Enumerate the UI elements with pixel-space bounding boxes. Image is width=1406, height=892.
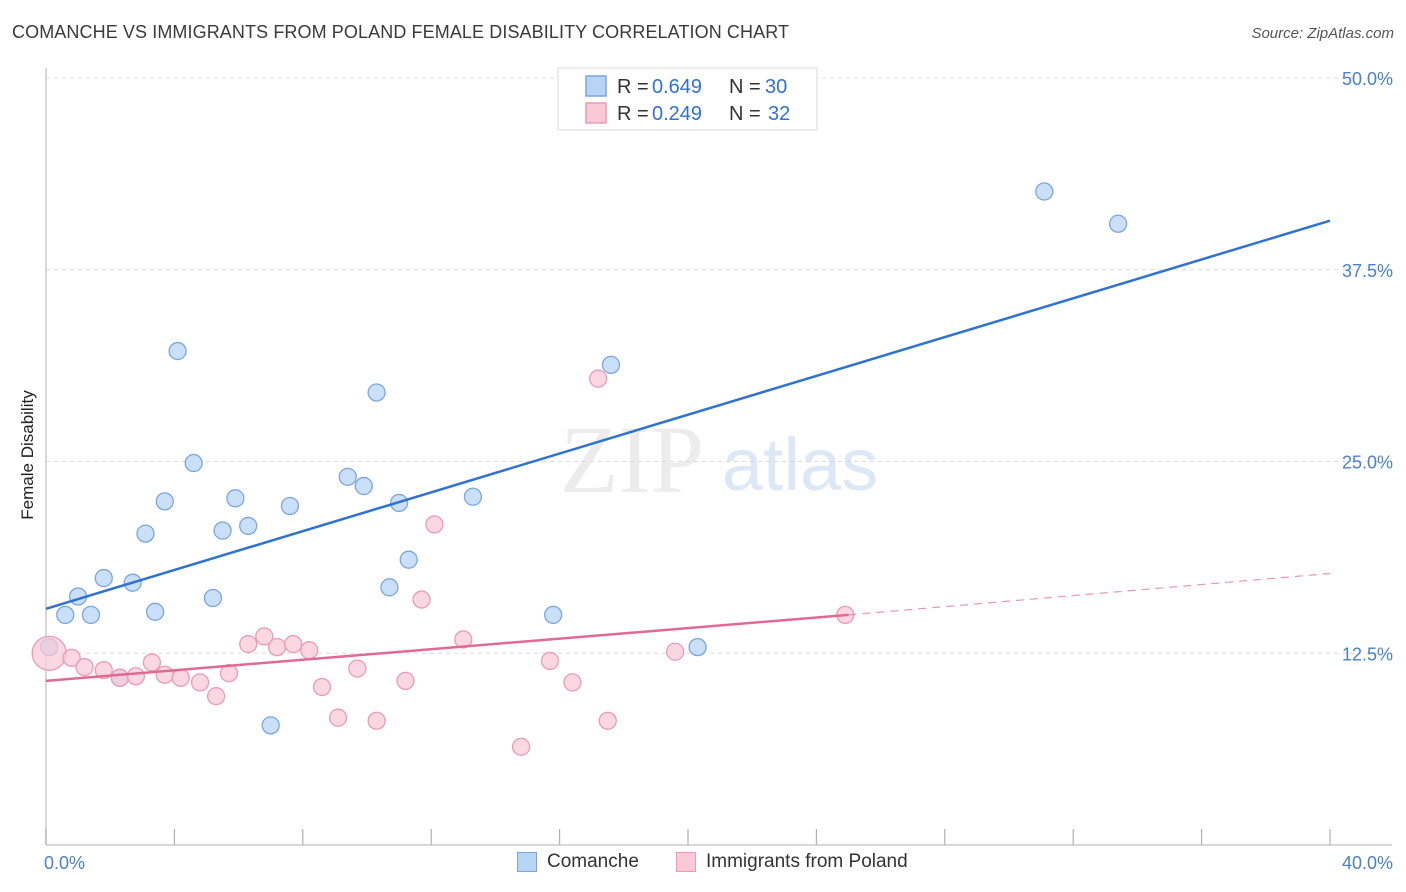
comanche-point-28	[1035, 182, 1054, 201]
comanche-point-13	[213, 521, 232, 540]
y-tick-label-0: 12.5%	[1342, 644, 1393, 664]
comanche-point-29	[1108, 214, 1128, 233]
comanche-trend-line	[45, 219, 1331, 610]
comanche-point-15	[239, 516, 258, 536]
poland-point-5	[126, 667, 146, 686]
y-tick-label-3: 50.0%	[1342, 69, 1393, 89]
bottom-legend-item-comanche: Comanche	[517, 851, 639, 873]
poland-point-1	[62, 648, 81, 668]
bottom-legend-swatch-poland	[676, 852, 696, 872]
poland-point-12	[239, 634, 258, 654]
comanche-point-16	[261, 716, 280, 735]
bottom-legend-item-poland: Immigrants from Poland	[676, 851, 908, 873]
legend-r-value-2: 0.249	[652, 103, 702, 125]
trend-lines	[45, 219, 1331, 683]
legend-n-label-2: N =	[729, 103, 761, 125]
legend-n-value-2: 32	[768, 103, 790, 125]
poland-point-18	[328, 708, 348, 727]
legend-r-label-2: R =	[617, 103, 649, 125]
poland-point-28	[588, 369, 608, 388]
poland-point-9	[190, 673, 210, 692]
comanche-point-27	[688, 637, 707, 657]
bottom-legend-label-poland: Immigrants from Poland	[706, 851, 908, 872]
poland-point-20	[367, 711, 386, 730]
poland-point-26	[540, 651, 560, 671]
poland-point-30	[666, 642, 685, 661]
poland-point-22	[412, 590, 431, 609]
comanche-point-20	[367, 383, 386, 402]
stats-legend: R = 0.649 N = 30 R = 0.249 N = 32	[557, 67, 818, 131]
legend-r-value-1: 0.649	[652, 76, 702, 98]
poland-point-14	[267, 637, 287, 657]
comanche-point-10	[168, 341, 187, 361]
source-label: Source: ZipAtlas.com	[1251, 25, 1394, 42]
poland-point-10	[206, 687, 226, 706]
bottom-legend-swatch-comanche	[517, 852, 537, 872]
comanche-point-19	[354, 476, 373, 496]
poland-point-4	[110, 668, 129, 687]
legend-r-label-1: R =	[617, 76, 649, 98]
bottom-legend-label-comanche: Comanche	[547, 851, 639, 872]
comanche-point-9	[155, 492, 174, 511]
legend-swatch-comanche	[585, 75, 607, 97]
poland-point-2	[75, 657, 94, 677]
comanche-point-26	[601, 355, 621, 375]
comanche-point-12	[203, 588, 223, 608]
x-tick-label-1: 40.0%	[1342, 853, 1393, 873]
legend-n-label-1: N =	[729, 76, 761, 98]
comanche-point-11	[184, 453, 203, 473]
poland-point-24	[454, 630, 473, 649]
poland-point-16	[300, 641, 319, 660]
comanche-point-3	[81, 605, 101, 625]
legend-swatch-poland	[585, 102, 607, 124]
poland-point-3	[94, 660, 113, 680]
axes	[45, 68, 1392, 846]
y-axis-label: Female Disability	[18, 390, 37, 520]
comanche-point-1	[56, 605, 75, 625]
poland-point-15	[284, 634, 303, 654]
tick-labels: 12.5% 25.0% 37.5% 50.0% 0.0% 40.0%	[44, 69, 1393, 873]
poland-point-13	[255, 627, 274, 646]
poland-trend-line	[45, 613, 849, 683]
poland-point-7	[155, 665, 174, 684]
comanche-point-17	[280, 496, 300, 516]
poland-point-6	[142, 653, 162, 672]
y-tick-label-2: 37.5%	[1342, 261, 1393, 281]
poland-point-27	[563, 673, 582, 692]
comanche-point-4	[94, 568, 113, 588]
poland-point-17	[312, 677, 332, 697]
poland-point-25	[511, 737, 531, 756]
poland-point-29	[598, 711, 617, 730]
legend-n-value-1: 30	[765, 76, 787, 98]
poland-point-8	[171, 668, 190, 687]
grid-lines	[46, 77, 1392, 654]
watermark-atlas: atlas	[722, 423, 878, 506]
chart-title: COMANCHE VS IMMIGRANTS FROM POLAND FEMAL…	[12, 22, 790, 42]
poland-trend-line-extension	[848, 572, 1331, 616]
comanche-point-25	[544, 605, 563, 625]
comanche-point-23	[399, 550, 418, 569]
poland-point-23	[425, 515, 444, 534]
comanche-point-7	[136, 524, 155, 543]
watermark: ZIP atlas	[560, 406, 878, 513]
comanche-point-21	[380, 578, 399, 597]
x-tick-label-0: 0.0%	[44, 853, 85, 873]
watermark-zip: ZIP	[560, 406, 704, 513]
bottom-legend: Comanche Immigrants from Poland	[0, 851, 1406, 879]
comanche-point-24	[463, 487, 483, 506]
poland-point-21	[396, 671, 415, 691]
comanche-point-18	[338, 467, 357, 486]
poland-point-19	[348, 659, 367, 678]
comanche-point-14	[226, 489, 245, 508]
comanche-point-8	[145, 602, 165, 621]
y-tick-label-1: 25.0%	[1342, 453, 1393, 473]
poland-point-0	[31, 635, 67, 671]
